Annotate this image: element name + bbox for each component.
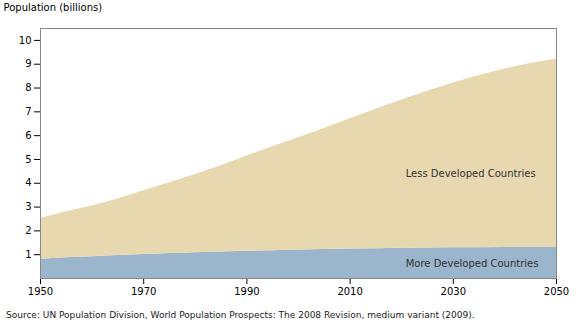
svg-text:More Developed Countries: More Developed Countries — [406, 258, 539, 269]
svg-text:Less Developed Countries: Less Developed Countries — [406, 168, 536, 179]
svg-text:1990: 1990 — [234, 286, 259, 297]
svg-text:1950: 1950 — [28, 286, 53, 297]
svg-text:2050: 2050 — [544, 286, 569, 297]
svg-text:10: 10 — [19, 35, 32, 46]
svg-text:5: 5 — [25, 154, 31, 165]
svg-text:7: 7 — [25, 106, 31, 117]
svg-text:2: 2 — [25, 225, 31, 236]
svg-text:1: 1 — [25, 249, 31, 260]
svg-text:3: 3 — [25, 201, 31, 212]
svg-text:4: 4 — [25, 177, 31, 188]
svg-text:9: 9 — [25, 58, 31, 69]
svg-text:Population (billions): Population (billions) — [4, 2, 103, 13]
svg-text:6: 6 — [25, 130, 31, 141]
svg-text:8: 8 — [25, 82, 31, 93]
svg-text:1970: 1970 — [131, 286, 156, 297]
html-text:Source: UN Population Division: Source: UN Population Division, World Po… — [6, 310, 475, 320]
svg-text:2030: 2030 — [441, 286, 466, 297]
svg-text:2010: 2010 — [337, 286, 362, 297]
